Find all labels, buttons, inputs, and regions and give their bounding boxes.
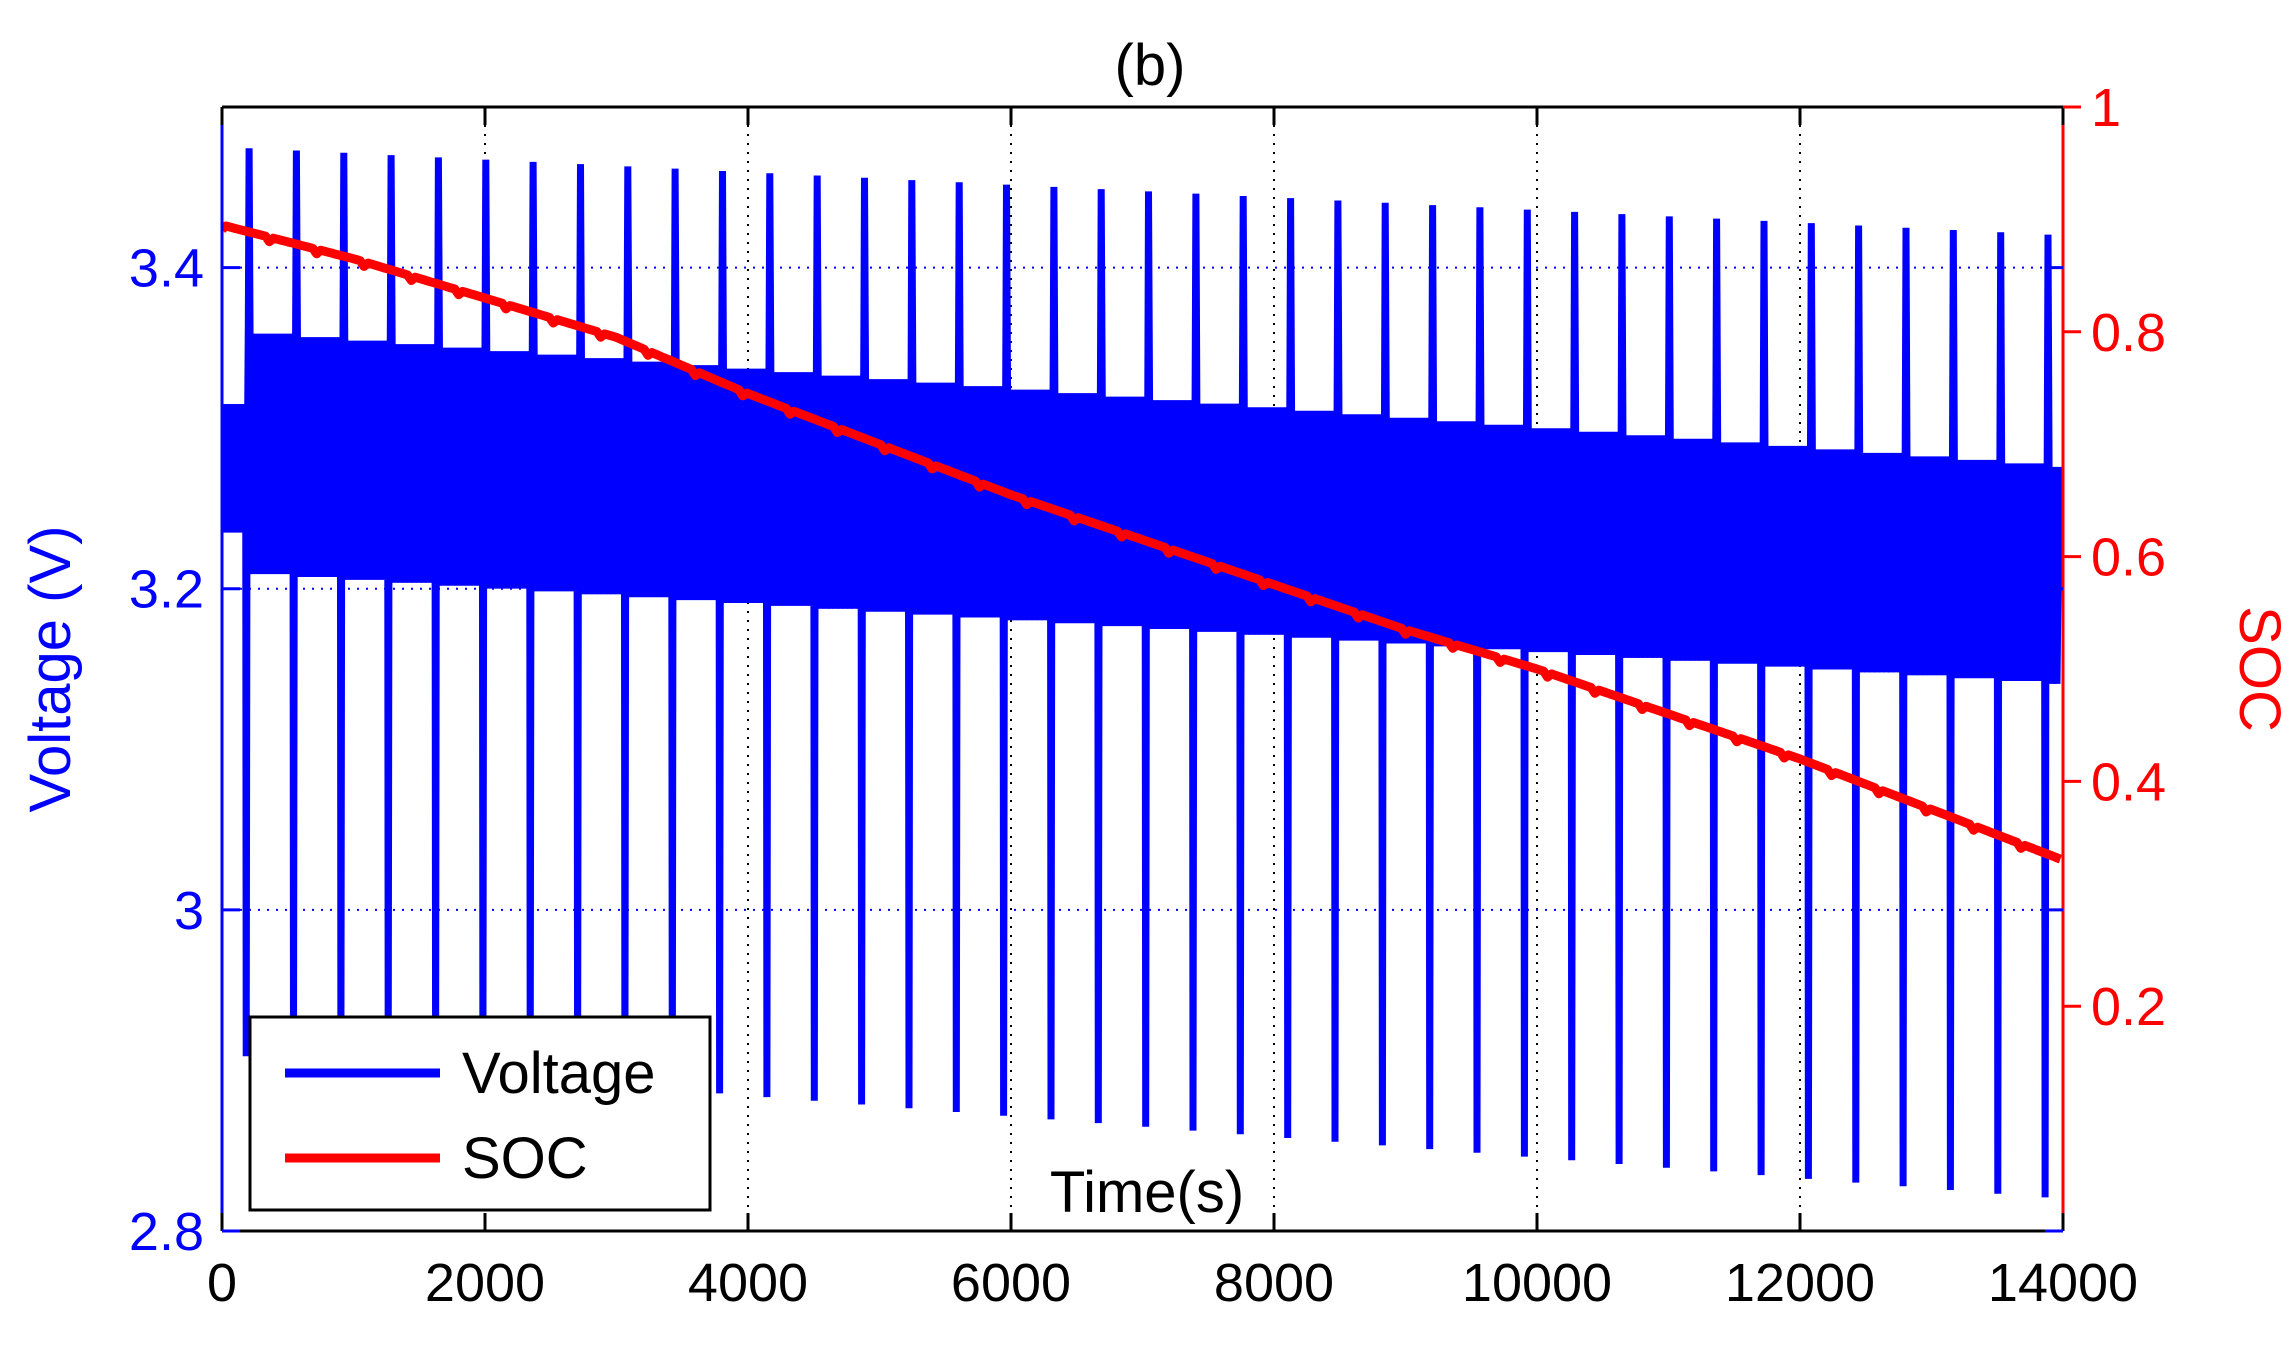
legend: Voltage SOC [248,1015,712,1212]
legend-voltage-label: Voltage [462,1041,656,1106]
voltage-series [222,148,2063,1198]
y-right-tick-label: 0.8 [2091,303,2166,363]
soc-series [222,221,2062,864]
y-left-tick-label: 3.4 [129,239,204,299]
y-axis-right-label: SOC [2227,606,2291,732]
x-tick-label: 6000 [951,1253,1071,1313]
soc-line [222,221,2062,864]
x-tick-label: 14000 [1988,1253,2138,1313]
y-left-tick-label: 3 [174,881,204,941]
x-tick-label: 4000 [688,1253,808,1313]
x-tick-label: 10000 [1462,1253,1612,1313]
y-left-tick-label: 2.8 [129,1202,204,1262]
legend-soc-label: SOC [462,1126,588,1191]
legend-box [248,1015,712,1212]
x-axis-label: Time(s) [1050,1160,1244,1225]
x-tick-label: 12000 [1725,1253,1875,1313]
axes: 0 2000 4000 6000 8000 10000 12000 14000 2.8 3 3.2 3… [129,78,2166,1313]
y-axis-left-label: Voltage (V) [18,526,83,813]
x-tick-label: 2000 [425,1253,545,1313]
y-right-tick-label: 0.6 [2091,528,2166,588]
x-tick-label: 0 [207,1253,237,1313]
voltage-line [222,148,2063,1198]
y-right-tick-label: 0.2 [2091,977,2166,1037]
x-tick-label: 8000 [1214,1253,1334,1313]
chart-title: (b) [1115,33,1186,98]
y-left-tick-label: 3.2 [129,560,204,620]
y-right-tick-label: 0.4 [2091,752,2166,812]
y-right-tick-label: 1 [2091,78,2121,138]
